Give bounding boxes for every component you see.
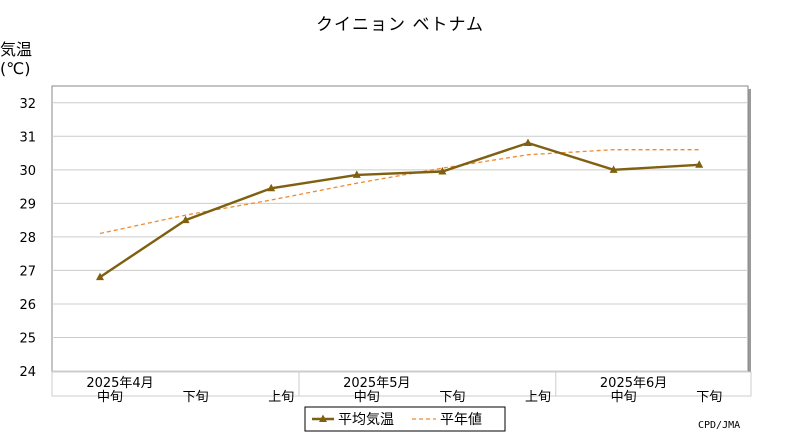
y-tick-label: 31: [19, 130, 36, 145]
y-tick-label: 25: [19, 331, 36, 346]
month-label: 2025年4月: [86, 376, 153, 391]
data-point-mean: [96, 272, 104, 281]
y-tick-label: 32: [19, 97, 36, 112]
x-tick-label: 中旬: [611, 390, 637, 405]
legend-label-normal: 平年値: [440, 412, 482, 428]
data-point-mean: [524, 138, 532, 146]
y-tick-label: 26: [19, 298, 36, 313]
x-tick-label: 上旬: [268, 390, 294, 405]
series-line-mean: [99, 141, 700, 279]
month-label: 2025年6月: [600, 376, 667, 391]
y-axis-label: 気温 (℃): [0, 40, 32, 78]
credit-text: CPD/JMA: [698, 420, 741, 431]
y-tick-label: 28: [19, 231, 36, 246]
plot-frame: [51, 85, 749, 372]
x-tick-label: 下旬: [439, 390, 465, 405]
legend-label-mean: 平均気温: [338, 412, 394, 428]
month-label: 2025年5月: [343, 376, 410, 391]
data-point-mean: [267, 183, 276, 192]
y-tick-label: 30: [19, 164, 36, 179]
y-tick-label: 24: [19, 365, 36, 380]
series-line-normal: [99, 149, 700, 235]
x-tick-label: 中旬: [354, 390, 380, 405]
x-axis-band: [51, 371, 752, 397]
x-tick-label: 下旬: [696, 390, 722, 405]
chart-title: クイニョン ベトナム: [316, 15, 484, 35]
x-tick-label: 上旬: [525, 390, 551, 405]
data-point-mean: [695, 160, 704, 168]
legend: 平均気温 平年値: [304, 406, 506, 432]
legend-box: [304, 406, 506, 432]
data-point-mean: [438, 167, 447, 175]
y-axis-label-text: 気温: [0, 40, 33, 59]
y-tick-label: 29: [19, 197, 36, 212]
data-point-mean: [352, 170, 361, 178]
legend-marker-mean: [319, 414, 327, 422]
data-point-mean: [181, 215, 190, 224]
x-tick-label: 中旬: [97, 390, 123, 405]
y-axis-unit: (℃): [0, 59, 31, 78]
data-point-mean: [609, 165, 618, 173]
x-tick-label: 下旬: [183, 390, 209, 405]
y-tick-label: 27: [19, 264, 36, 279]
